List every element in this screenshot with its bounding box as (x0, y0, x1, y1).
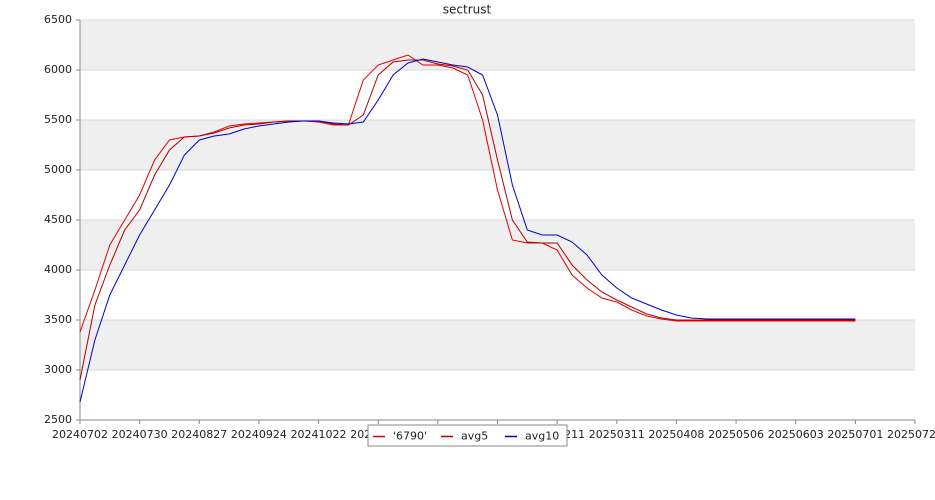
legend-label: '6790' (393, 430, 427, 443)
series-line (79, 59, 856, 381)
x-tick-label: 20250506 (708, 428, 764, 441)
legend-box (367, 424, 568, 447)
y-tick-label: 5500 (44, 113, 72, 126)
x-tick-label: 20240924 (231, 428, 287, 441)
x-tick-label: 20250603 (768, 428, 824, 441)
band (80, 20, 915, 70)
legend-label: avg10 (525, 430, 559, 443)
y-tick-label: 3000 (44, 363, 72, 376)
series-line (79, 58, 856, 403)
x-tick-label: 20240730 (112, 428, 168, 441)
x-tick-label: 20240827 (171, 428, 227, 441)
x-tick-label: 20241022 (291, 428, 347, 441)
y-tick-label: 3500 (44, 313, 72, 326)
chart-title: sectrust (443, 3, 492, 17)
x-tick-label: 20250729 (887, 428, 935, 441)
y-tick-label: 4000 (44, 263, 72, 276)
x-tick-label: 20250701 (827, 428, 883, 441)
y-tick-label: 2500 (44, 413, 72, 426)
band (80, 320, 915, 370)
x-tick-label: 20240702 (52, 428, 108, 441)
legend-label: avg5 (461, 430, 488, 443)
x-tick-label: 20250408 (648, 428, 704, 441)
x-tick-label: 20250311 (589, 428, 645, 441)
band (80, 120, 915, 170)
y-tick-label: 6500 (44, 13, 72, 26)
y-tick-label: 4500 (44, 213, 72, 226)
band (80, 220, 915, 270)
y-tick-label: 6000 (44, 63, 72, 76)
y-tick-label: 5000 (44, 163, 72, 176)
series-line (79, 54, 856, 333)
